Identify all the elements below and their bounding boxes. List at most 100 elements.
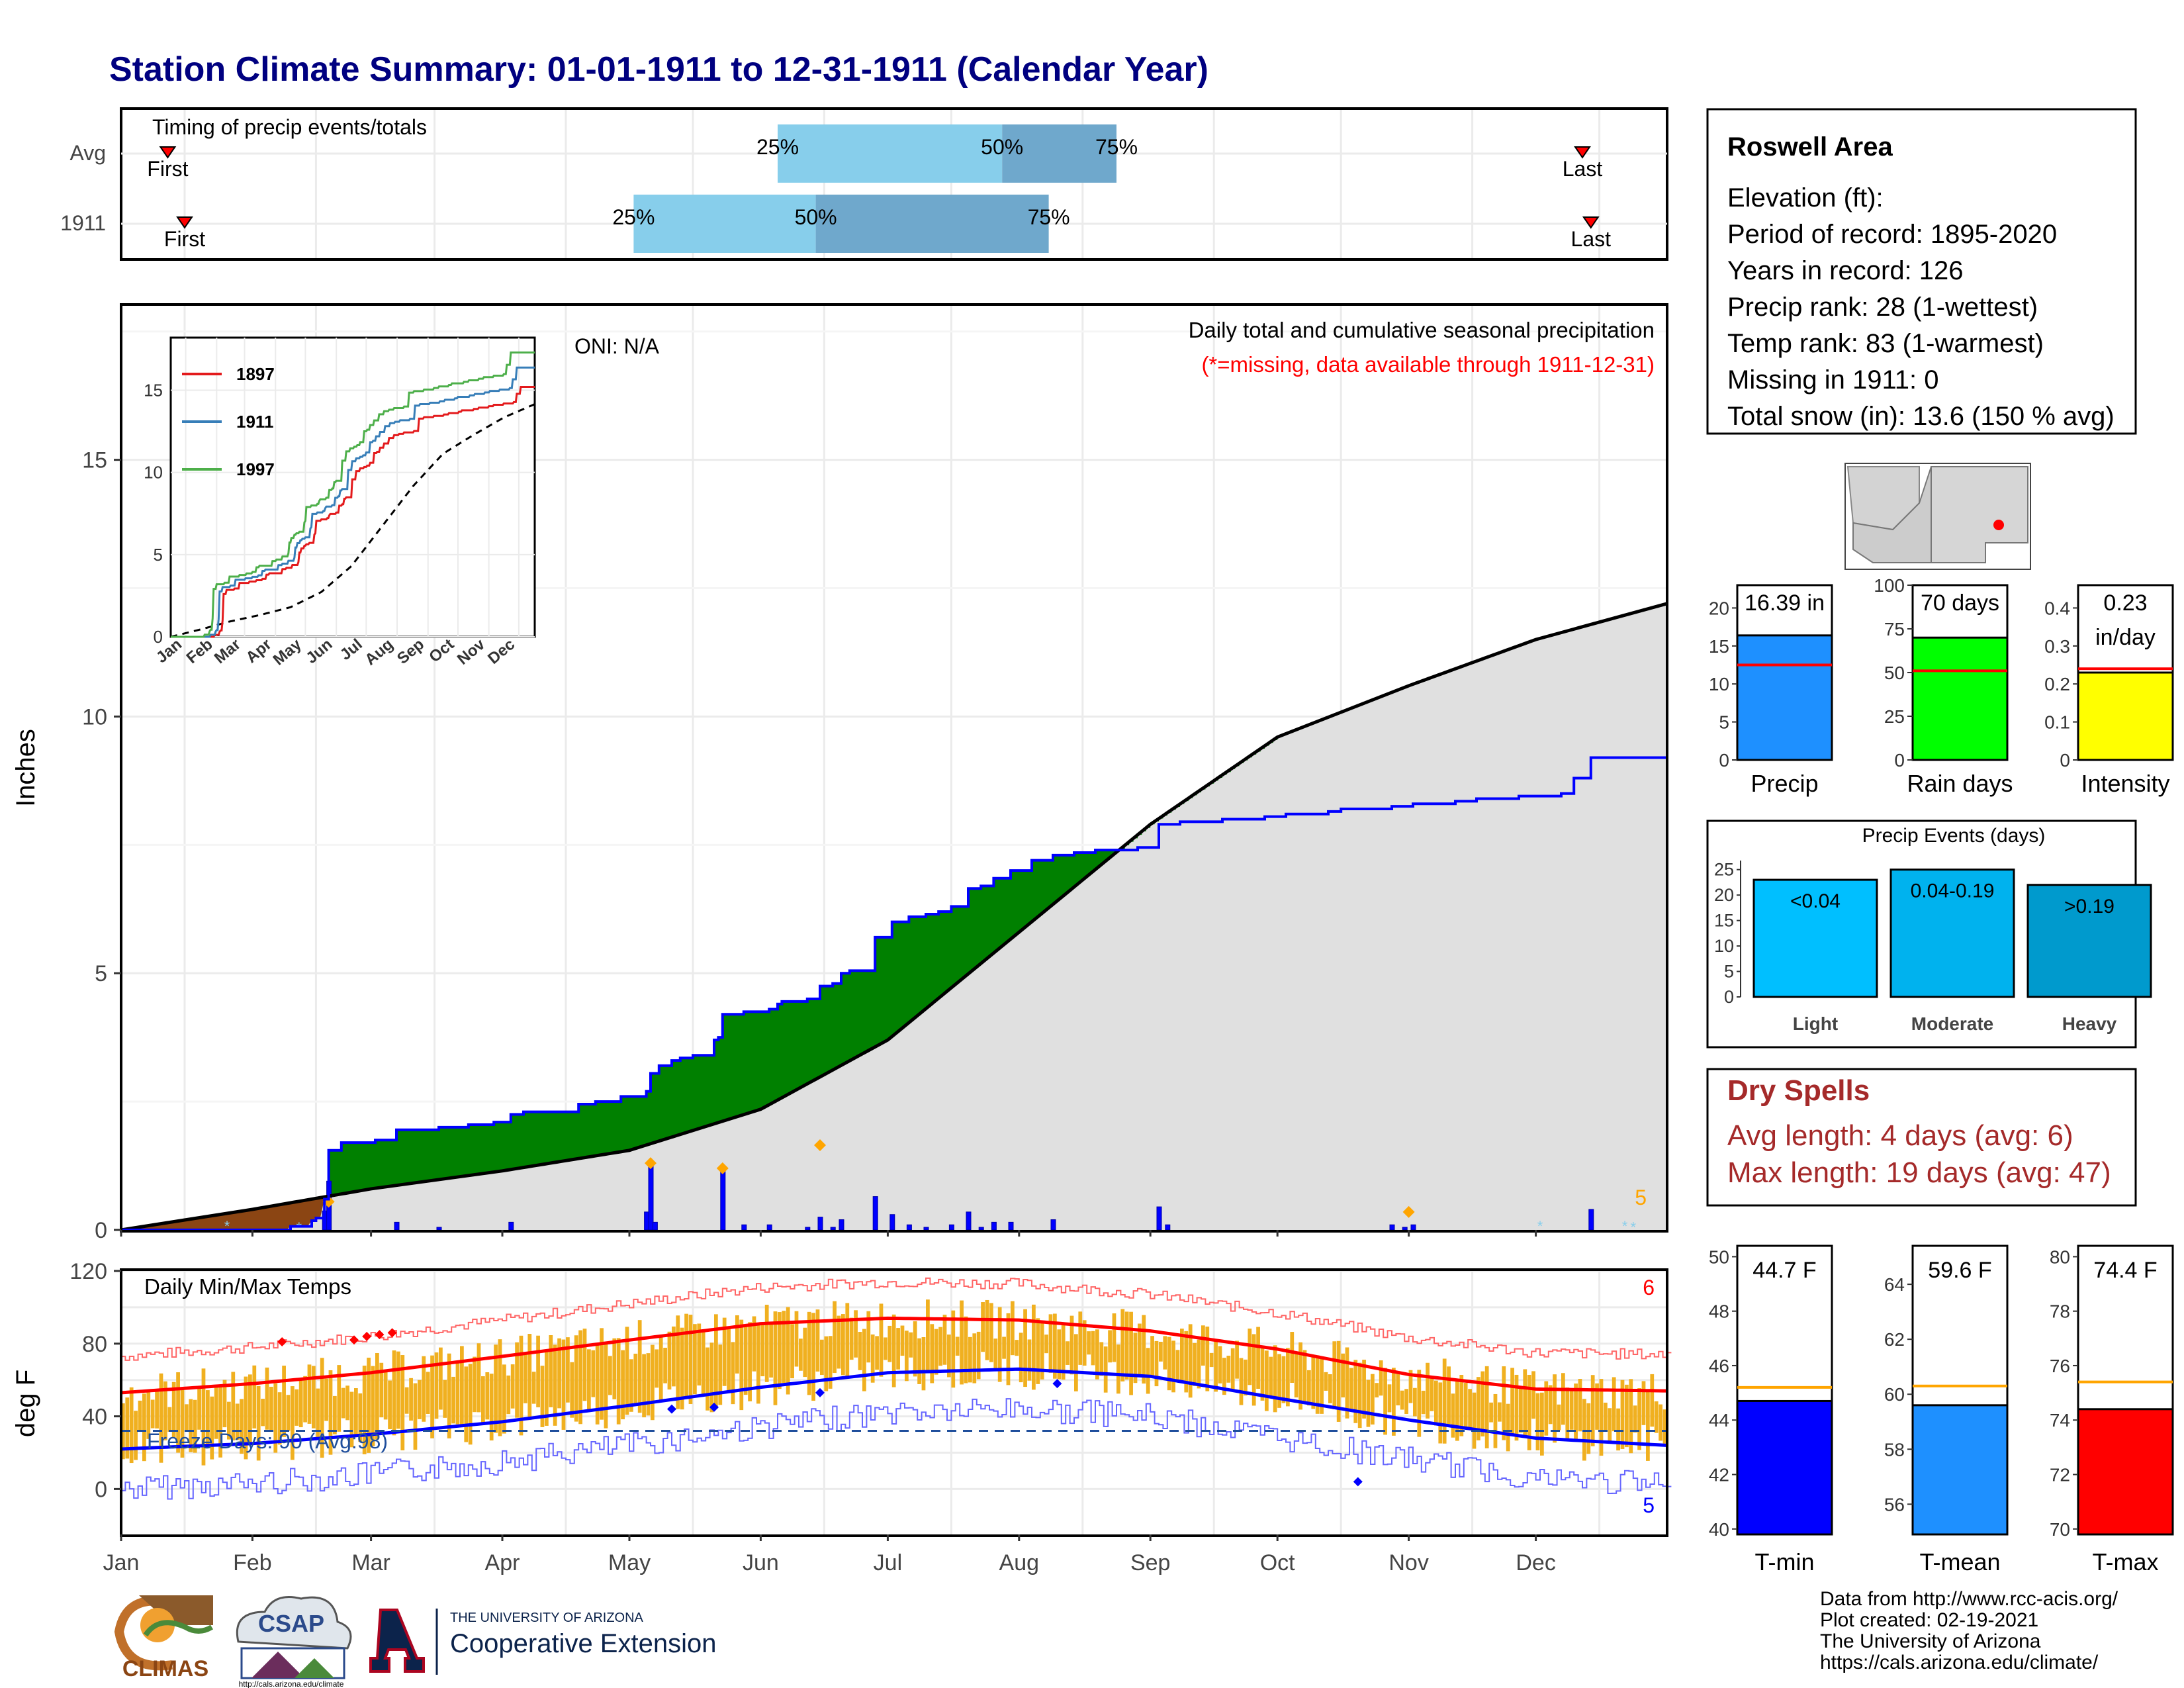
last-label: Last [1563, 157, 1603, 181]
daily-temp-bar [1048, 1314, 1053, 1373]
daily-temp-bar [905, 1331, 909, 1382]
daily-temp-bar [400, 1355, 405, 1451]
temp-bar-tick: 42 [1709, 1465, 1729, 1485]
daily-temp-bar [1561, 1373, 1565, 1425]
daily-temp-bar [1286, 1348, 1290, 1407]
daily-temp-bar [189, 1399, 193, 1452]
last-label: Last [1571, 227, 1612, 251]
daily-temp-bar [659, 1335, 663, 1401]
daily-temp-bar [129, 1387, 134, 1464]
daily-temp-bar [1112, 1313, 1116, 1362]
daily-temp-bar [489, 1374, 494, 1441]
daily-temp-bar [1633, 1405, 1637, 1433]
freeze-days-label: Freeze Days: 90 (Avg:98) [147, 1429, 388, 1453]
daily-temp-bar [1535, 1393, 1540, 1451]
timing-row-label-year: 1911 [60, 211, 106, 235]
daily-temp-bar [841, 1314, 845, 1376]
daily-temp-bar [349, 1391, 354, 1448]
daily-temp-bar [383, 1370, 388, 1420]
precip-ylabel: Inches [11, 729, 40, 807]
daily-temp-bar [1069, 1315, 1074, 1375]
events-y-tick: 25 [1714, 860, 1734, 880]
temp-bar-tick: 50 [1709, 1246, 1729, 1267]
daily-temp-bar [430, 1355, 434, 1438]
timing-pct-label: 50% [981, 135, 1023, 159]
summary-bar-label: Intensity [2081, 770, 2169, 797]
month-label: Apr [485, 1550, 520, 1575]
temp-y-tick: 120 [69, 1259, 107, 1284]
daily-precip-bar [1008, 1221, 1014, 1231]
month-label: Feb [233, 1550, 272, 1575]
inset-legend-label: 1911 [236, 412, 273, 432]
daily-temp-bar [909, 1332, 913, 1358]
month-label: May [608, 1550, 651, 1575]
daily-temp-bar [303, 1376, 307, 1423]
daily-temp-bar [960, 1300, 964, 1385]
daily-temp-bar [1646, 1391, 1650, 1461]
daily-temp-bar [1353, 1360, 1358, 1423]
daily-temp-bar [794, 1311, 799, 1367]
dry-spells-line: Avg length: 4 days (avg: 6) [1727, 1119, 2073, 1152]
record-temp-marker [362, 1331, 372, 1341]
daily-temp-bar [1451, 1393, 1455, 1438]
daily-temp-bar [786, 1307, 790, 1395]
daily-temp-bar [1392, 1368, 1396, 1436]
temp-bar-tick: 70 [2050, 1519, 2070, 1540]
daily-temp-bar [1357, 1362, 1362, 1429]
precip-panel-frame [120, 303, 1668, 1233]
station-line: Years in record: 126 [1727, 256, 1964, 285]
daily-precip-bar [508, 1221, 514, 1231]
month-label: Mar [351, 1550, 390, 1575]
inset-series-line-1911 [171, 366, 535, 638]
daily-temp-bar [1294, 1352, 1298, 1398]
month-label: Jul [874, 1550, 902, 1575]
daily-temp-bar [1650, 1374, 1655, 1427]
daily-temp-bar [1502, 1366, 1506, 1440]
daily-temp-bar [803, 1327, 807, 1378]
daily-temp-bar [451, 1376, 455, 1424]
daily-temp-bar [680, 1327, 684, 1410]
daily-temp-bar [150, 1399, 155, 1429]
daily-temp-bar [273, 1383, 278, 1453]
daily-temp-bar [167, 1407, 172, 1432]
summary-bar-tick: 100 [1874, 575, 1905, 596]
daily-temp-bar [235, 1403, 240, 1440]
daily-precip-bar [1402, 1227, 1408, 1231]
daily-temp-bar [1209, 1352, 1214, 1368]
daily-temp-bar [265, 1367, 269, 1430]
daily-temp-bar [875, 1336, 879, 1370]
daily-precip-bar [436, 1227, 442, 1231]
daily-temp-bar [494, 1344, 498, 1433]
timing-bar-lower [778, 124, 1003, 183]
daily-temp-bar [227, 1401, 231, 1440]
daily-temp-bar [1032, 1304, 1036, 1390]
summary-bar [2077, 671, 2174, 761]
inset-y-tick: 0 [154, 627, 163, 647]
daily-temp-bar [947, 1335, 951, 1378]
csap-url: http://cals.arizona.edu/climate [239, 1679, 344, 1688]
daily-temp-bar [651, 1344, 655, 1421]
temp-bar-tick: 76 [2050, 1356, 2070, 1376]
daily-temp-bar [1519, 1387, 1523, 1433]
daily-temp-bar [1146, 1348, 1150, 1394]
temp-bar-tick: 60 [1884, 1384, 1905, 1405]
daily-temp-bar [1659, 1404, 1662, 1441]
daily-temp-bar [1662, 1409, 1667, 1444]
daily-temp-bar [138, 1400, 142, 1430]
daily-precip-bar [720, 1168, 726, 1231]
summary-bar [1911, 636, 2009, 761]
first-label: First [164, 227, 205, 251]
daily-temp-bar [1387, 1384, 1392, 1413]
credit-line: The University of Arizona [1820, 1630, 2041, 1652]
temp-bar-tick: 40 [1709, 1519, 1729, 1540]
daily-temp-bar [1307, 1370, 1311, 1406]
daily-temp-bar [358, 1393, 363, 1442]
daily-temp-bar [693, 1324, 697, 1395]
daily-temp-bar [1269, 1356, 1273, 1396]
daily-temp-bar [600, 1328, 604, 1420]
daily-temp-bar [422, 1356, 426, 1422]
daily-temp-bar [244, 1376, 248, 1460]
daily-temp-bar [778, 1312, 782, 1389]
daily-temp-bar [1277, 1354, 1281, 1408]
daily-precip-bar [1165, 1224, 1171, 1231]
